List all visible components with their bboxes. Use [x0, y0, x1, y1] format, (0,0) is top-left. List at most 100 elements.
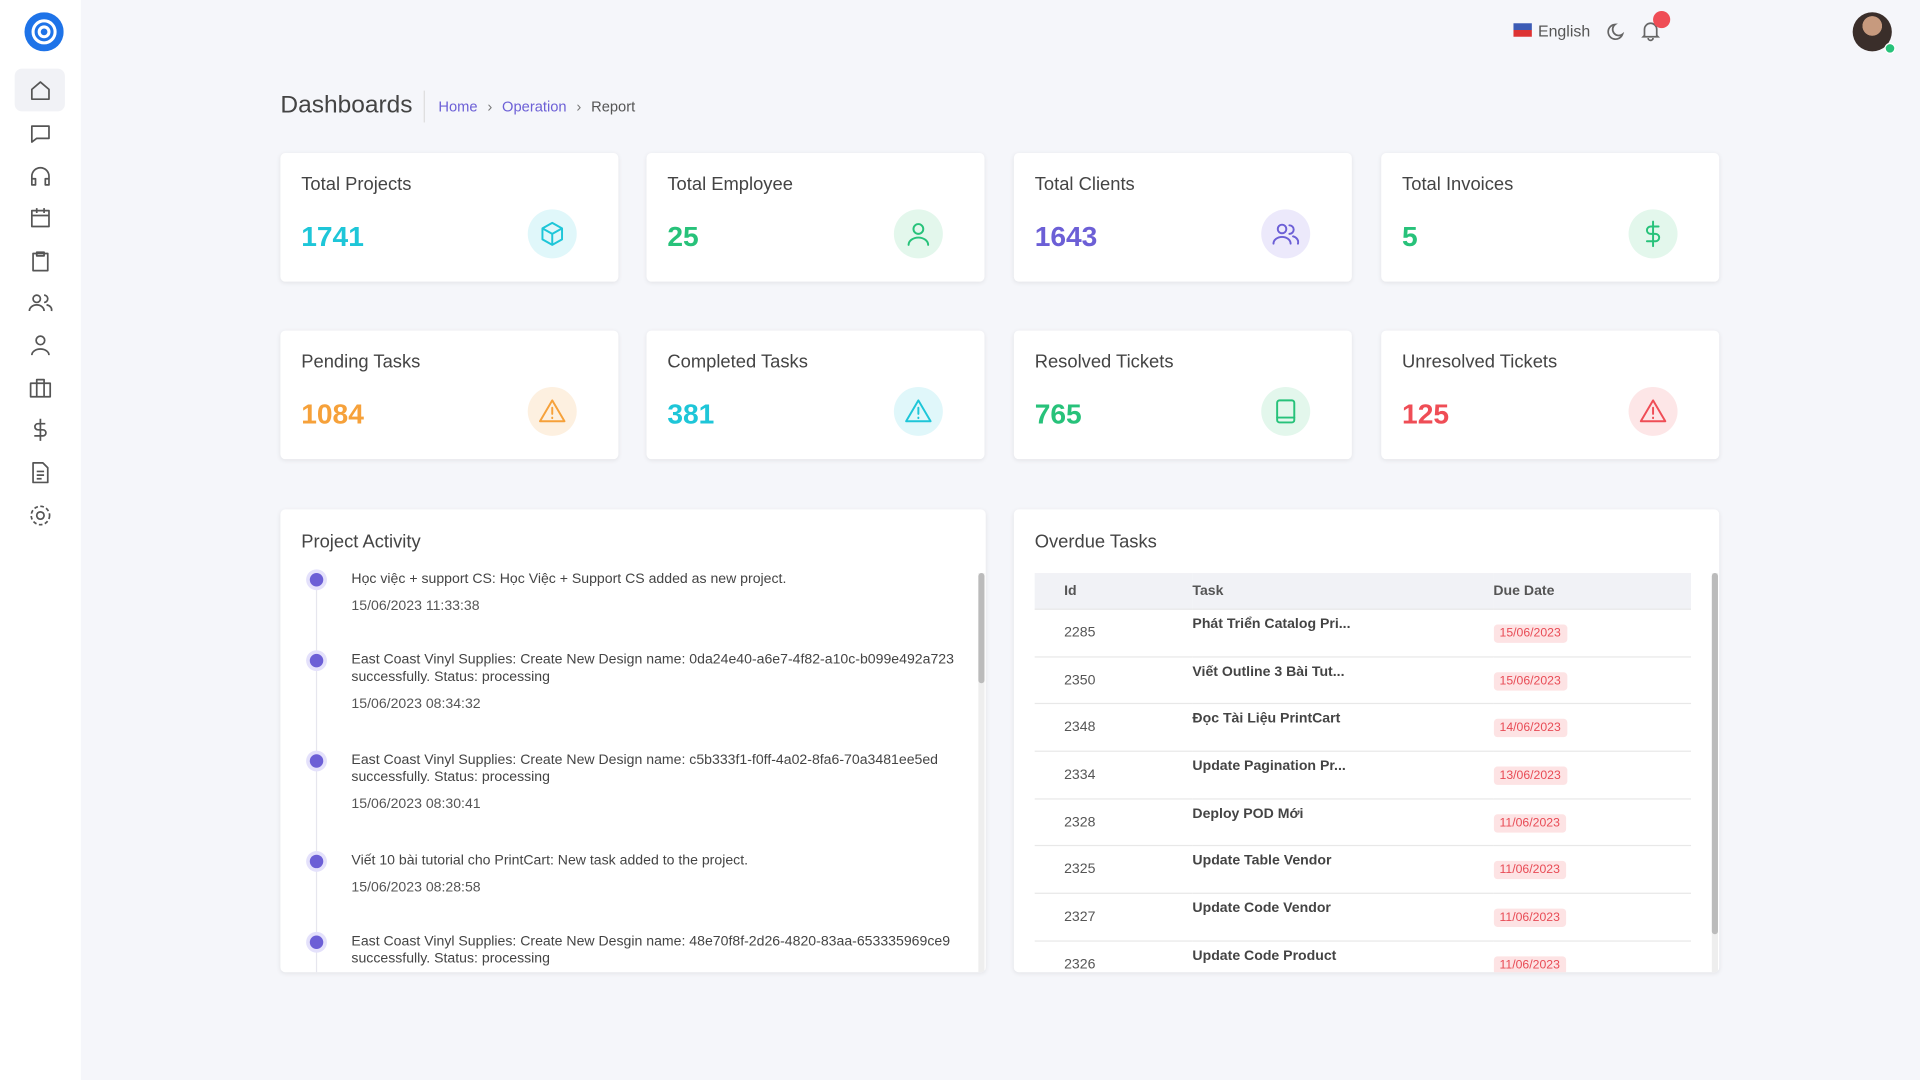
scrollbar [978, 573, 985, 973]
nav-icon[interactable] [28, 503, 52, 527]
stat-label: Unresolved Tickets [1402, 351, 1558, 373]
stat-card: Total Employee 25 [646, 153, 985, 282]
activity-item: Học việc + support CS: Học Việc + Suppor… [351, 571, 957, 615]
stat-card: Pending Tasks 1084 [280, 330, 619, 460]
activity-text: East Coast Vinyl Supplies: Create New De… [351, 934, 951, 967]
stat-value: 25 [667, 220, 699, 253]
active-nav[interactable] [14, 68, 65, 112]
breadcrumb-item[interactable]: Home [438, 97, 478, 116]
breadcrumb-item: Report [591, 97, 636, 116]
task-name: Update Table Vendor [1192, 854, 1332, 869]
badge [1653, 11, 1671, 29]
overdue-table: Id Task Due Date 2285 Phát Triển Catalog Pri… [1034, 573, 1692, 973]
stat-card: Total Clients 1643 [1013, 153, 1352, 282]
stat-icon [1261, 209, 1311, 259]
table-cell: 2326 [1034, 940, 1193, 973]
stat-value: 765 [1034, 397, 1082, 430]
table-cell: 11/06/2023 [1493, 940, 1692, 973]
table-cell: Update Pagination Pr... [1192, 751, 1494, 800]
dark-mode[interactable] [1607, 22, 1627, 42]
table-cell: 14/06/2023 [1493, 703, 1692, 752]
task-id: 2285 [1064, 625, 1096, 641]
nav-icon[interactable] [28, 418, 52, 442]
stat-label: Total Projects [301, 173, 412, 195]
language[interactable]: English [1537, 22, 1591, 41]
stat-icon [527, 209, 577, 259]
activity-item: East Coast Vinyl Supplies: Create New De… [351, 752, 957, 813]
activity-time: 15/06/2023 11:33:38 [351, 598, 480, 614]
stat-label: Resolved Tickets [1034, 351, 1174, 373]
table-row: 2334 Update Pagination Pr... 13/06/2023 [1034, 751, 1692, 800]
activity-text: Học việc + support CS: Học Việc + Suppor… [351, 571, 787, 587]
nav-icon[interactable] [28, 164, 52, 188]
column-header: Id [1034, 573, 1193, 610]
column-header: Task [1192, 573, 1494, 610]
task-name: Phát Triển Catalog Pri... [1192, 617, 1351, 632]
activity-panel: Project Activity Học việc + support CS: … [280, 509, 986, 973]
stat-card: Total Invoices 5 [1381, 153, 1720, 282]
table-cell: 11/06/2023 [1493, 798, 1692, 847]
stat-value: 125 [1402, 397, 1450, 430]
stat-card: Total Projects 1741 [280, 153, 619, 282]
table-row: 2327 Update Code Vendor 11/06/2023 [1034, 893, 1692, 942]
activity-dot [309, 854, 324, 869]
task-name: Đọc Tài Liệu PrintCart [1192, 711, 1341, 727]
task-id: 2325 [1064, 862, 1096, 878]
table-row: 2325 Update Table Vendor 11/06/2023 [1034, 846, 1692, 895]
due-date: 15/06/2023 [1493, 624, 1567, 643]
task-id: 2334 [1064, 767, 1096, 783]
activity-text: Viết 10 bài tutorial cho PrintCart: New … [351, 853, 749, 869]
breadcrumb-separator: › [576, 97, 582, 116]
table-row: 2328 Deploy POD Mới 11/06/2023 [1034, 798, 1692, 847]
activity-dot [309, 653, 324, 668]
task-name: Viết Outline 3 Bài Tut... [1192, 664, 1345, 680]
stat-value: 1741 [301, 220, 364, 253]
due-date: 11/06/2023 [1493, 955, 1567, 973]
stat-label: Total Employee [667, 173, 793, 195]
due-date: 11/06/2023 [1493, 861, 1567, 880]
panel-title: Overdue Tasks [1034, 531, 1157, 553]
nav-icon[interactable] [28, 206, 52, 230]
nav-icon[interactable] [28, 78, 52, 102]
table-cell: 2348 [1034, 703, 1193, 752]
table-cell: Phát Triển Catalog Pri... [1192, 609, 1494, 658]
nav-icon[interactable] [28, 460, 52, 484]
table-cell: 13/06/2023 [1493, 751, 1692, 800]
logo [24, 12, 64, 52]
activity-dot [309, 935, 324, 949]
activity-time: 15/06/2023 08:34:32 [351, 696, 481, 712]
due-date: 11/06/2023 [1493, 908, 1567, 927]
nav-icon[interactable] [28, 249, 52, 273]
table-cell: 15/06/2023 [1493, 609, 1692, 658]
table-cell: 2350 [1034, 656, 1193, 705]
table-cell: 2327 [1034, 893, 1193, 942]
stat-icon [893, 386, 943, 436]
sidebar [0, 0, 81, 1080]
stat-card: Unresolved Tickets 125 [1381, 330, 1720, 460]
breadcrumb-item[interactable]: Operation [502, 97, 567, 116]
activity-text: East Coast Vinyl Supplies: Create New De… [351, 753, 939, 785]
nav-icon[interactable] [28, 121, 52, 145]
activity-dot [309, 754, 324, 768]
table-cell: Update Table Vendor [1192, 846, 1494, 895]
stat-card: Completed Tasks 381 [646, 330, 985, 460]
task-name: Deploy POD Mới [1192, 806, 1304, 822]
stat-label: Pending Tasks [301, 351, 421, 373]
due-date: 11/06/2023 [1493, 813, 1567, 833]
table-cell: Viết Outline 3 Bài Tut... [1192, 656, 1494, 705]
stat-value: 1084 [301, 397, 364, 430]
breadcrumb: Home › Operation › Report [438, 98, 635, 115]
stat-icon [893, 209, 943, 259]
table-header: Id Task Due Date [1034, 573, 1692, 610]
task-name: Update Pagination Pr... [1192, 759, 1346, 774]
stat-icon [1261, 386, 1311, 436]
table-cell: 15/06/2023 [1493, 656, 1692, 705]
nav-icon[interactable] [28, 290, 53, 314]
table-cell: Deploy POD Mới [1192, 798, 1494, 847]
table-cell: Update Code Vendor [1192, 893, 1494, 942]
nav-icon[interactable] [28, 376, 52, 400]
online-status [1884, 42, 1896, 54]
stat-icon [1628, 209, 1678, 259]
nav-icon[interactable] [28, 333, 52, 357]
page-title: Dashboards [280, 91, 413, 119]
